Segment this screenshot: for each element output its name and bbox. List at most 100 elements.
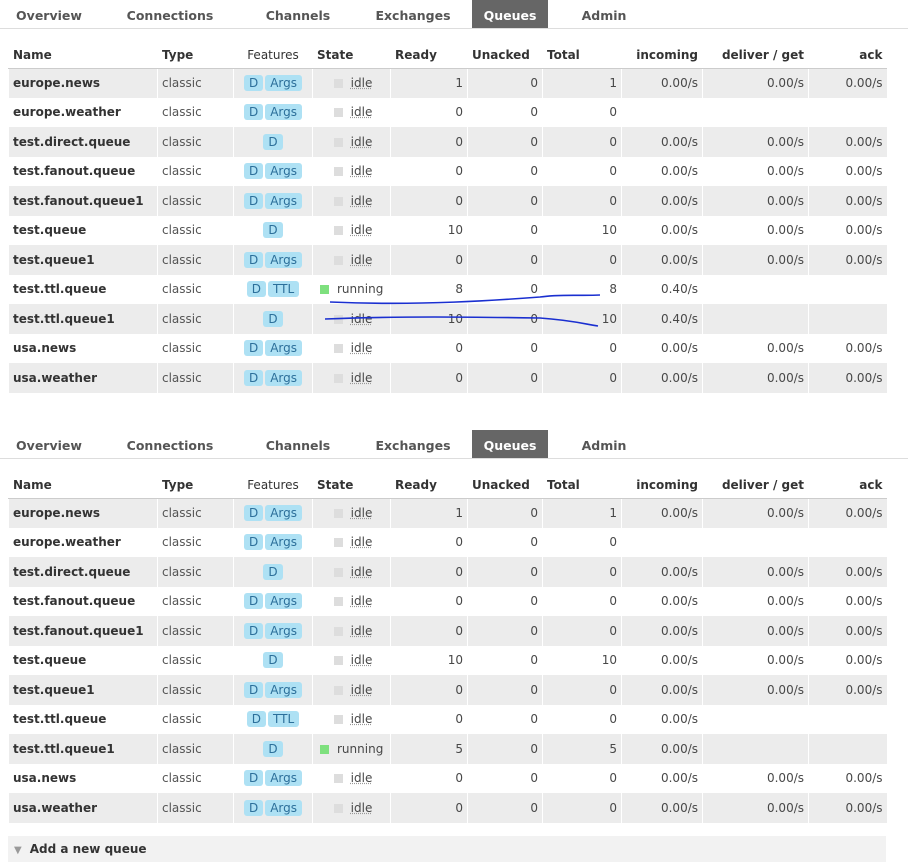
- total-cell: 8: [542, 274, 622, 304]
- queue-link[interactable]: test.direct.queue: [13, 564, 131, 579]
- feature-badge: Args: [265, 251, 303, 268]
- queue-link[interactable]: test.fanout.queue: [13, 594, 136, 609]
- queue-link[interactable]: test.queue: [13, 653, 87, 668]
- total-cell: 0: [542, 333, 622, 363]
- cell-value: 0.00/s: [660, 164, 698, 179]
- queue-link[interactable]: europe.weather: [13, 535, 121, 550]
- queue-link[interactable]: test.fanout.queue1: [13, 193, 144, 208]
- incoming-rate-cell: 0.00/s: [621, 734, 703, 764]
- incoming-rate-cell: 0.00/s: [621, 616, 703, 646]
- state-indicator: [333, 597, 343, 607]
- cell-value: 0: [530, 771, 538, 786]
- queue-link[interactable]: test.queue1: [13, 682, 95, 697]
- cell-value: 0.00/s: [660, 134, 698, 149]
- ready-cell: 0: [390, 763, 468, 793]
- feature-badge: D: [243, 163, 264, 180]
- column-header: Unacked: [467, 42, 543, 69]
- cell-value: 0: [455, 535, 463, 550]
- features-cell: D: [233, 127, 313, 157]
- nav-tab[interactable]: Overview: [16, 438, 82, 453]
- state-indicator: [333, 137, 343, 147]
- queues-panel: Overview Connections Channels Exchanges Queu…: [0, 430, 908, 830]
- nav-tab[interactable]: Connections: [126, 438, 214, 453]
- features-cell: D Args: [233, 186, 313, 216]
- feature-badge: Args: [265, 534, 303, 551]
- cell-value: 0: [609, 800, 617, 815]
- cell-value: 0.00/s: [660, 594, 698, 609]
- state-cell: idle: [312, 616, 391, 646]
- nav-tab[interactable]: Exchanges: [375, 8, 451, 23]
- cell-value: 0.00/s: [845, 506, 883, 520]
- nav-tab[interactable]: Admin: [581, 438, 627, 453]
- state-indicator: [333, 803, 343, 813]
- feature-badge: D: [243, 251, 264, 268]
- deliver-get-rate-cell: 0.00/s: [702, 68, 809, 98]
- state-cell: idle: [312, 304, 391, 334]
- state-text: idle: [350, 623, 373, 638]
- nav-tab[interactable]: Channels: [265, 8, 331, 23]
- type-cell: classic: [157, 304, 234, 334]
- queue-link[interactable]: test.ttl.queue: [13, 712, 107, 727]
- queue-name-cell: usa.news: [8, 763, 158, 793]
- unacked-cell: 0: [467, 363, 543, 393]
- queue-link[interactable]: test.fanout.queue: [13, 164, 136, 179]
- queue-link[interactable]: europe.weather: [13, 105, 121, 120]
- queue-link[interactable]: usa.news: [13, 771, 77, 786]
- type-cell: classic: [157, 586, 234, 616]
- queue-link[interactable]: usa.news: [13, 341, 77, 356]
- queue-link[interactable]: test.direct.queue: [13, 134, 131, 149]
- nav-tab[interactable]: Queues: [472, 430, 548, 458]
- queue-link[interactable]: test.ttl.queue1: [13, 741, 115, 756]
- type-cell: classic: [157, 498, 234, 528]
- cell-value: 0: [609, 105, 617, 120]
- ack-rate-cell: [808, 304, 887, 334]
- nav-tab[interactable]: Overview: [16, 8, 82, 23]
- queue-link[interactable]: test.ttl.queue: [13, 282, 107, 297]
- add-queue-toggle[interactable]: ▼ Add a new queue: [8, 836, 886, 862]
- cell-value: classic: [162, 282, 202, 297]
- queue-name-cell: test.ttl.queue1: [8, 734, 158, 764]
- queue-link[interactable]: europe.news: [13, 506, 101, 520]
- queue-link[interactable]: test.ttl.queue1: [13, 311, 115, 326]
- state-indicator: [333, 255, 343, 265]
- queue-link[interactable]: usa.weather: [13, 800, 97, 815]
- cell-value: 0.00/s: [660, 370, 698, 385]
- nav-tab[interactable]: Admin: [581, 8, 627, 23]
- unacked-cell: 0: [467, 68, 543, 98]
- cell-value: 0: [530, 712, 538, 727]
- nav-tab[interactable]: Queues: [472, 0, 548, 28]
- cell-value: 5: [609, 741, 617, 756]
- cell-value: 8: [609, 282, 617, 297]
- nav-tab[interactable]: Connections: [126, 8, 214, 23]
- queue-link[interactable]: europe.news: [13, 76, 101, 90]
- state-cell: idle: [312, 763, 391, 793]
- incoming-rate-cell: 0.40/s: [621, 274, 703, 304]
- cell-value: 0.00/s: [660, 771, 698, 786]
- queue-link[interactable]: test.queue1: [13, 252, 95, 267]
- feature-badge: Args: [265, 593, 303, 610]
- deliver-get-rate-cell: 0.00/s: [702, 793, 809, 823]
- header-row: Name Type Features State Ready Unacked Total in…: [8, 42, 887, 69]
- column-header: Total: [542, 472, 622, 499]
- tab-underline: [0, 28, 908, 35]
- cell-value: 0: [609, 623, 617, 638]
- nav-tab[interactable]: Channels: [265, 438, 331, 453]
- queue-link[interactable]: test.fanout.queue1: [13, 623, 144, 638]
- cell-value: 0.00/s: [660, 252, 698, 267]
- incoming-rate-cell: 0.00/s: [621, 333, 703, 363]
- nav-tab[interactable]: Exchanges: [375, 438, 451, 453]
- queue-link[interactable]: test.queue: [13, 223, 87, 238]
- state-cell: idle: [312, 68, 391, 98]
- cell-value: 0: [530, 223, 538, 238]
- total-cell: 0: [542, 793, 622, 823]
- cell-value: 0.00/s: [845, 223, 883, 238]
- queue-link[interactable]: usa.weather: [13, 370, 97, 385]
- total-cell: 0: [542, 186, 622, 216]
- cell-value: classic: [162, 223, 202, 238]
- cell-value: 0: [455, 771, 463, 786]
- features-cell: D: [233, 557, 313, 587]
- incoming-rate-cell: 0.00/s: [621, 68, 703, 98]
- footer-label[interactable]: Add a new queue: [29, 842, 147, 856]
- column-header: Type: [157, 472, 234, 499]
